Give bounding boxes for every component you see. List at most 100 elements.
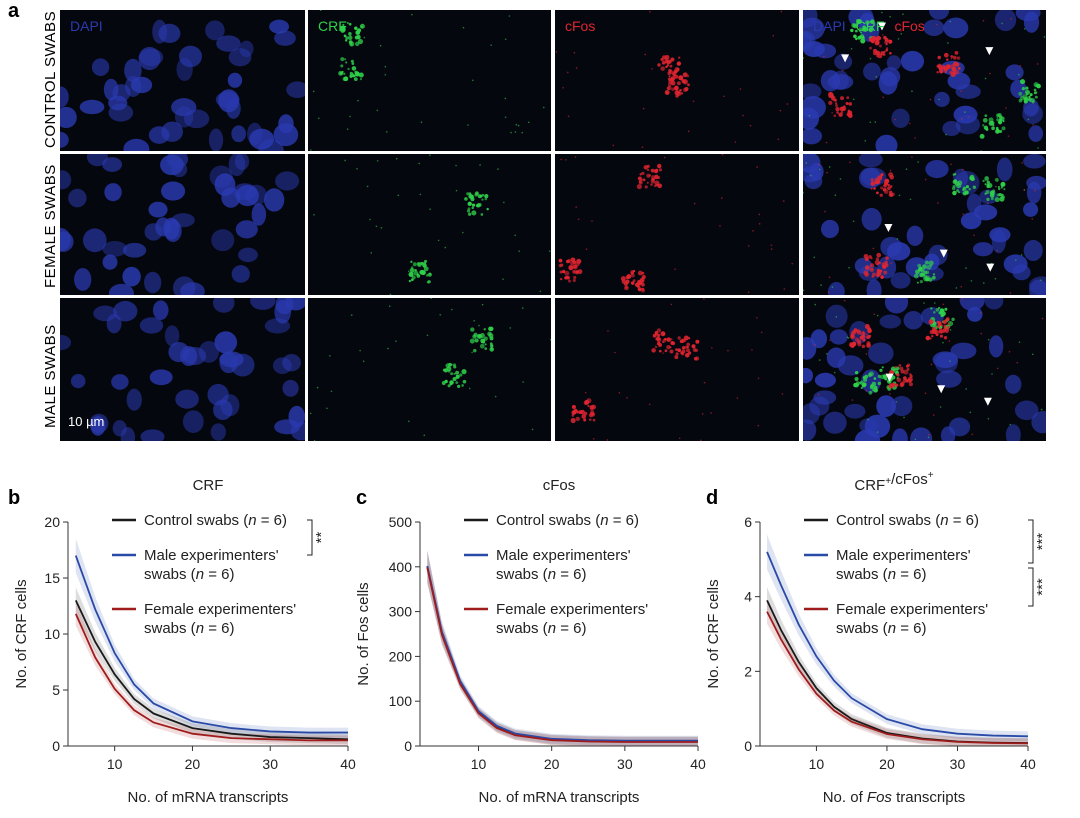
y-tick-label: 400: [389, 559, 413, 575]
merge-label-crf: CRF: [855, 18, 885, 34]
cfos-signal-dot: [909, 374, 913, 378]
cfos-signal-dot: [650, 179, 655, 184]
dapi-nucleus: [803, 17, 825, 40]
crf-signal-dot: [923, 302, 925, 304]
dapi-nucleus: [1023, 154, 1046, 169]
cfos-signal-dot: [868, 334, 872, 338]
cfos-signal-dot: [851, 399, 854, 401]
cfos-signal-dot: [678, 437, 681, 440]
crf-signal-dot: [952, 184, 956, 188]
cfos-signal-dot: [781, 393, 784, 395]
cfos-signal-dot: [666, 86, 671, 91]
crf-signal-dot: [380, 227, 383, 229]
cfos-signal-dot: [945, 317, 950, 322]
y-tick-label: 0: [52, 738, 60, 754]
crf-signal-dot: [470, 327, 475, 332]
cfos-signal-dot: [559, 277, 563, 281]
dapi-nucleus: [286, 81, 305, 99]
cfos-signal-dot: [950, 55, 954, 58]
crf-signal-dot: [370, 252, 373, 254]
crf-signal-dot: [983, 282, 985, 284]
cfos-signal-dot: [876, 263, 879, 266]
y-tick-label: 100: [389, 693, 413, 709]
cfos-signal-dot: [942, 303, 945, 306]
arrowhead-marker: [841, 54, 850, 63]
cfos-signal-dot: [889, 185, 893, 188]
cfos-signal-dot: [874, 40, 880, 46]
crf-signal-dot: [384, 65, 387, 68]
crf-signal-dot: [1025, 93, 1028, 96]
cfos-signal-dot: [572, 264, 577, 269]
crf-signal-dot: [437, 239, 440, 242]
cfos-signal-dot: [941, 65, 946, 70]
dapi-nucleus: [803, 127, 823, 145]
cfos-signal-dot: [1041, 317, 1044, 320]
crf-signal-dot: [354, 41, 360, 47]
dapi-nucleus: [124, 58, 142, 83]
crf-signal-dot: [429, 208, 431, 211]
crf-signal-dot: [343, 34, 347, 38]
crf-signal-dot: [326, 407, 328, 410]
crf-signal-dot: [897, 38, 900, 40]
cfos-signal-dot: [686, 345, 690, 349]
crf-signal-dot: [969, 174, 975, 180]
cfos-signal-dot: [951, 66, 957, 72]
crf-signal-dot: [466, 192, 470, 196]
legend-text: swabs (n = 6): [144, 566, 234, 583]
dapi-nucleus: [249, 128, 275, 150]
cfos-signal-dot: [828, 276, 831, 279]
cfos-signal-dot: [829, 339, 831, 342]
cfos-signal-dot: [889, 192, 893, 196]
confidence-band: [767, 587, 1028, 746]
legend-text: Male experimenters': [144, 547, 279, 564]
cfos-signal-dot: [555, 51, 558, 53]
crf-signal-dot: [480, 338, 486, 344]
cfos-signal-dot: [580, 409, 586, 415]
cfos-signal-dot: [884, 263, 889, 268]
crf-signal-dot: [987, 417, 990, 420]
cfos-signal-dot: [831, 112, 833, 114]
dapi-nucleus: [211, 229, 235, 252]
cfos-signal-dot: [880, 173, 884, 177]
dapi-nucleus: [210, 423, 226, 441]
crf-signal-dot: [479, 333, 485, 338]
cfos-signal-dot: [870, 178, 874, 182]
cfos-signal-dot: [843, 299, 846, 302]
dapi-nucleus: [953, 105, 978, 124]
dapi-nucleus: [205, 20, 225, 41]
micrograph-texture: [555, 10, 789, 149]
cfos-signal-dot: [848, 102, 852, 106]
crf-signal-dot: [502, 278, 504, 280]
x-tick-label: 30: [617, 756, 633, 772]
cfos-signal-dot: [846, 96, 850, 100]
crf-signal-dot: [471, 351, 473, 354]
cfos-signal-dot: [572, 410, 577, 414]
crf-signal-dot: [871, 388, 875, 392]
cfos-signal-dot: [948, 340, 951, 342]
dapi-nucleus: [988, 335, 1004, 358]
crf-signal-dot: [517, 124, 520, 127]
crf-signal-dot: [414, 269, 417, 272]
crf-signal-dot: [867, 372, 873, 378]
cfos-signal-dot: [721, 154, 724, 156]
crf-signal-dot: [951, 317, 955, 322]
dapi-nucleus: [834, 53, 853, 70]
crf-signal-dot: [869, 57, 872, 60]
cfos-signal-dot: [980, 332, 983, 335]
crf-signal-dot: [1000, 181, 1006, 187]
crf-signal-dot: [930, 264, 933, 267]
cfos-signal-dot: [641, 146, 644, 149]
cfos-signal-dot: [558, 258, 563, 263]
dapi-nucleus: [966, 193, 982, 214]
cfos-signal-dot: [836, 111, 839, 114]
micrograph-texture: [803, 298, 1046, 441]
cfos-signal-dot: [870, 181, 876, 187]
crf-signal-dot: [896, 238, 899, 240]
cfos-signal-dot: [588, 413, 594, 418]
cfos-signal-dot: [646, 168, 650, 172]
cfos-signal-dot: [943, 325, 947, 330]
cfos-signal-dot: [564, 270, 570, 276]
crf-signal-dot: [389, 293, 392, 295]
arrowhead-marker: [939, 249, 948, 258]
cfos-signal-dot: [936, 23, 938, 26]
